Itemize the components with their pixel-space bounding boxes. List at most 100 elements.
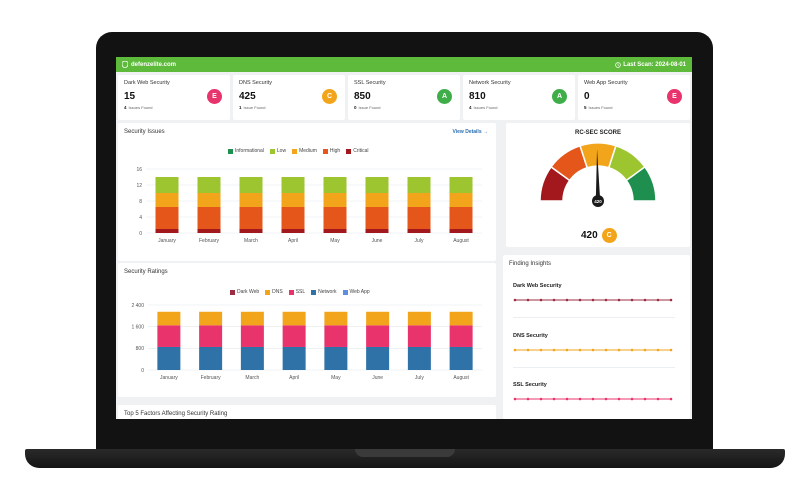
bar-segment	[323, 207, 347, 229]
score-card[interactable]: Network Security 810 4 Issues Found A	[463, 75, 575, 120]
legend-label: Web App	[349, 289, 370, 295]
card-subtitle: 1 Issue Found	[239, 105, 339, 110]
legend-item[interactable]: SSL	[288, 289, 305, 295]
gauge-title: RC-SEC SCORE	[574, 130, 621, 136]
sparkline-point	[513, 298, 517, 302]
score-card[interactable]: Web App Security 0 5 Issues Found E	[578, 75, 690, 120]
bar-segment	[324, 311, 348, 326]
brand[interactable]: defenzelite.com	[122, 61, 176, 68]
legend-item[interactable]: DNS	[265, 289, 283, 295]
gauge-chart: 420	[539, 142, 657, 207]
gauge-panel: RC-SEC SCORE 420 420 C	[506, 123, 690, 247]
sparkline-point	[513, 397, 517, 401]
bar-segment	[281, 229, 305, 233]
clock-icon	[615, 61, 622, 68]
sparkline-point	[526, 397, 530, 401]
bar-segment	[155, 177, 179, 193]
bar-segment	[282, 311, 306, 326]
legend-swatch	[269, 148, 275, 154]
laptop-base	[25, 449, 785, 468]
bar-segment	[281, 193, 305, 207]
insight-sparkline	[513, 397, 673, 401]
legend-item[interactable]: Dark Web	[230, 289, 259, 295]
bar-segment	[407, 193, 431, 207]
legend-swatch	[228, 148, 233, 154]
legend-item[interactable]: Web App	[342, 289, 370, 295]
legend-item[interactable]: Low	[269, 148, 287, 154]
x-tick-label: June	[372, 238, 383, 244]
bar-segment	[324, 346, 348, 370]
card-subtitle: 4 Issues Found	[124, 105, 224, 110]
bar-segment	[366, 325, 390, 347]
legend-label: DNS	[272, 289, 283, 295]
bar-segment	[240, 346, 264, 370]
x-tick-label: January	[158, 238, 176, 244]
gauge-score: 420 C	[581, 228, 617, 243]
insight-item[interactable]: DNS Security	[513, 333, 675, 352]
x-tick-label: June	[372, 375, 383, 381]
security-issues-chart: 0 4 8 12 16 January February March April May June J…	[136, 167, 482, 244]
legend-label: Dark Web	[237, 289, 260, 295]
bar-segment	[407, 207, 431, 229]
sparkline-point	[565, 298, 569, 302]
bar-segment	[407, 229, 431, 233]
sparkline-point	[669, 348, 673, 352]
bar-segment	[366, 311, 390, 326]
security-issues-legend: Informational Low Medium High Critical	[228, 148, 368, 154]
card-value: 425	[239, 91, 256, 102]
bar-segment	[240, 311, 264, 326]
card-value: 0	[584, 91, 590, 102]
bar-segment	[449, 311, 473, 326]
legend-item[interactable]: Medium	[292, 148, 317, 154]
score-card[interactable]: Dark Web Security 15 4 Issues Found E	[118, 75, 230, 120]
sparkline-point	[565, 348, 569, 352]
card-value: 15	[124, 91, 136, 102]
sparkline-point	[591, 348, 595, 352]
x-tick-label: August	[453, 238, 469, 244]
grade-badge: A	[437, 89, 452, 104]
view-details-link[interactable]: View Details →	[452, 129, 488, 135]
insight-item[interactable]: SSL Security	[513, 382, 675, 401]
top-factors-panel: Top 5 Factors Affecting Security Rating	[118, 405, 496, 419]
legend-label: Low	[276, 148, 287, 154]
sparkline-point	[565, 397, 569, 401]
card-issue-count: 5	[584, 105, 587, 110]
finding-insights-panel: Finding Insights Dark Web Security DNS Se…	[503, 255, 690, 419]
laptop-notch	[355, 449, 455, 457]
legend-item[interactable]: Critical	[346, 148, 368, 154]
sparkline-point	[539, 397, 543, 401]
legend-item[interactable]: Network	[311, 289, 337, 295]
legend-label: Critical	[353, 148, 369, 154]
card-issue-count: 1	[239, 105, 242, 110]
x-tick-label: August	[453, 375, 469, 381]
security-issues-panel: Security Issues View Details → Informati…	[118, 123, 496, 261]
last-scan-text: Last Scan: 2024-08-01	[623, 61, 686, 68]
sparkline-point	[656, 348, 660, 352]
insight-name: Dark Web Security	[513, 283, 562, 289]
bar-segment	[449, 177, 473, 193]
sparkline-point	[656, 298, 660, 302]
bar-segment	[281, 177, 305, 193]
divider	[513, 317, 675, 318]
sparkline-point	[526, 298, 530, 302]
legend-item[interactable]: High	[322, 148, 340, 154]
bar-segment	[239, 193, 263, 207]
gauge-hub	[592, 195, 604, 207]
score-card[interactable]: SSL Security 850 0 Issue Found A	[348, 75, 460, 120]
score-card[interactable]: DNS Security 425 1 Issue Found C	[233, 75, 345, 120]
sparkline-point	[643, 397, 647, 401]
x-tick-label: July	[415, 238, 424, 244]
legend-swatch	[265, 289, 271, 295]
bar-segment	[282, 346, 306, 370]
card-title: Dark Web Security	[124, 80, 170, 86]
security-ratings-title: Security Ratings	[124, 269, 168, 275]
x-tick-label: January	[160, 375, 178, 381]
card-title: Network Security	[469, 80, 511, 86]
bar-segment	[449, 346, 473, 370]
legend-item[interactable]: Informational	[228, 148, 264, 154]
legend-swatch	[292, 148, 298, 154]
legend-label: Informational	[235, 148, 264, 154]
divider	[513, 367, 675, 368]
insight-item[interactable]: Dark Web Security	[513, 283, 675, 302]
sparkline-point	[604, 298, 608, 302]
